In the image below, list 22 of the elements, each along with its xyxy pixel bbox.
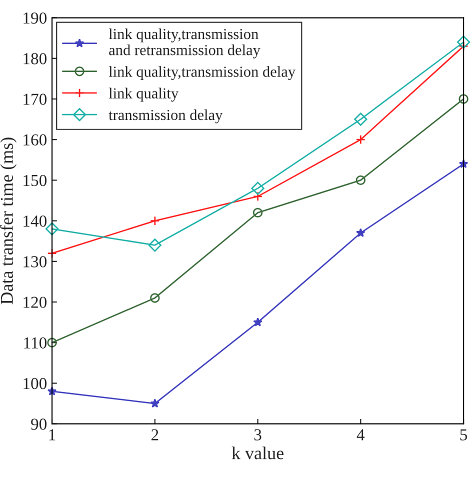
legend-label: transmission delay <box>108 109 223 124</box>
x-tick-label: 3 <box>254 429 262 440</box>
x-tick-label: 2 <box>151 429 158 440</box>
y-tick-label: 100 <box>24 378 47 390</box>
y-axis-title: Data transfer time (ms) <box>0 138 17 304</box>
y-tick-label: 140 <box>24 216 47 227</box>
y-tick-label: 150 <box>24 174 47 186</box>
y-tick-label: 120 <box>24 296 47 308</box>
legend-label: link quality,transmission delay <box>108 66 296 80</box>
x-tick-label: 4 <box>356 429 365 440</box>
y-tick-label: 110 <box>24 337 47 349</box>
y-tick-label: 90 <box>31 418 47 430</box>
legend-label: link quality,transmission and retransmission delay <box>108 28 260 58</box>
legend-label: link quality <box>108 88 179 102</box>
y-tick-label: 130 <box>24 256 47 268</box>
y-tick-label: 170 <box>24 94 47 105</box>
x-axis-title: k value <box>232 446 284 460</box>
y-tick-label: 160 <box>24 134 47 146</box>
x-tick-label: 5 <box>460 429 468 440</box>
y-tick-label: 180 <box>24 53 47 64</box>
x-tick-label: 1 <box>49 429 56 440</box>
y-tick-label: 190 <box>24 12 47 24</box>
